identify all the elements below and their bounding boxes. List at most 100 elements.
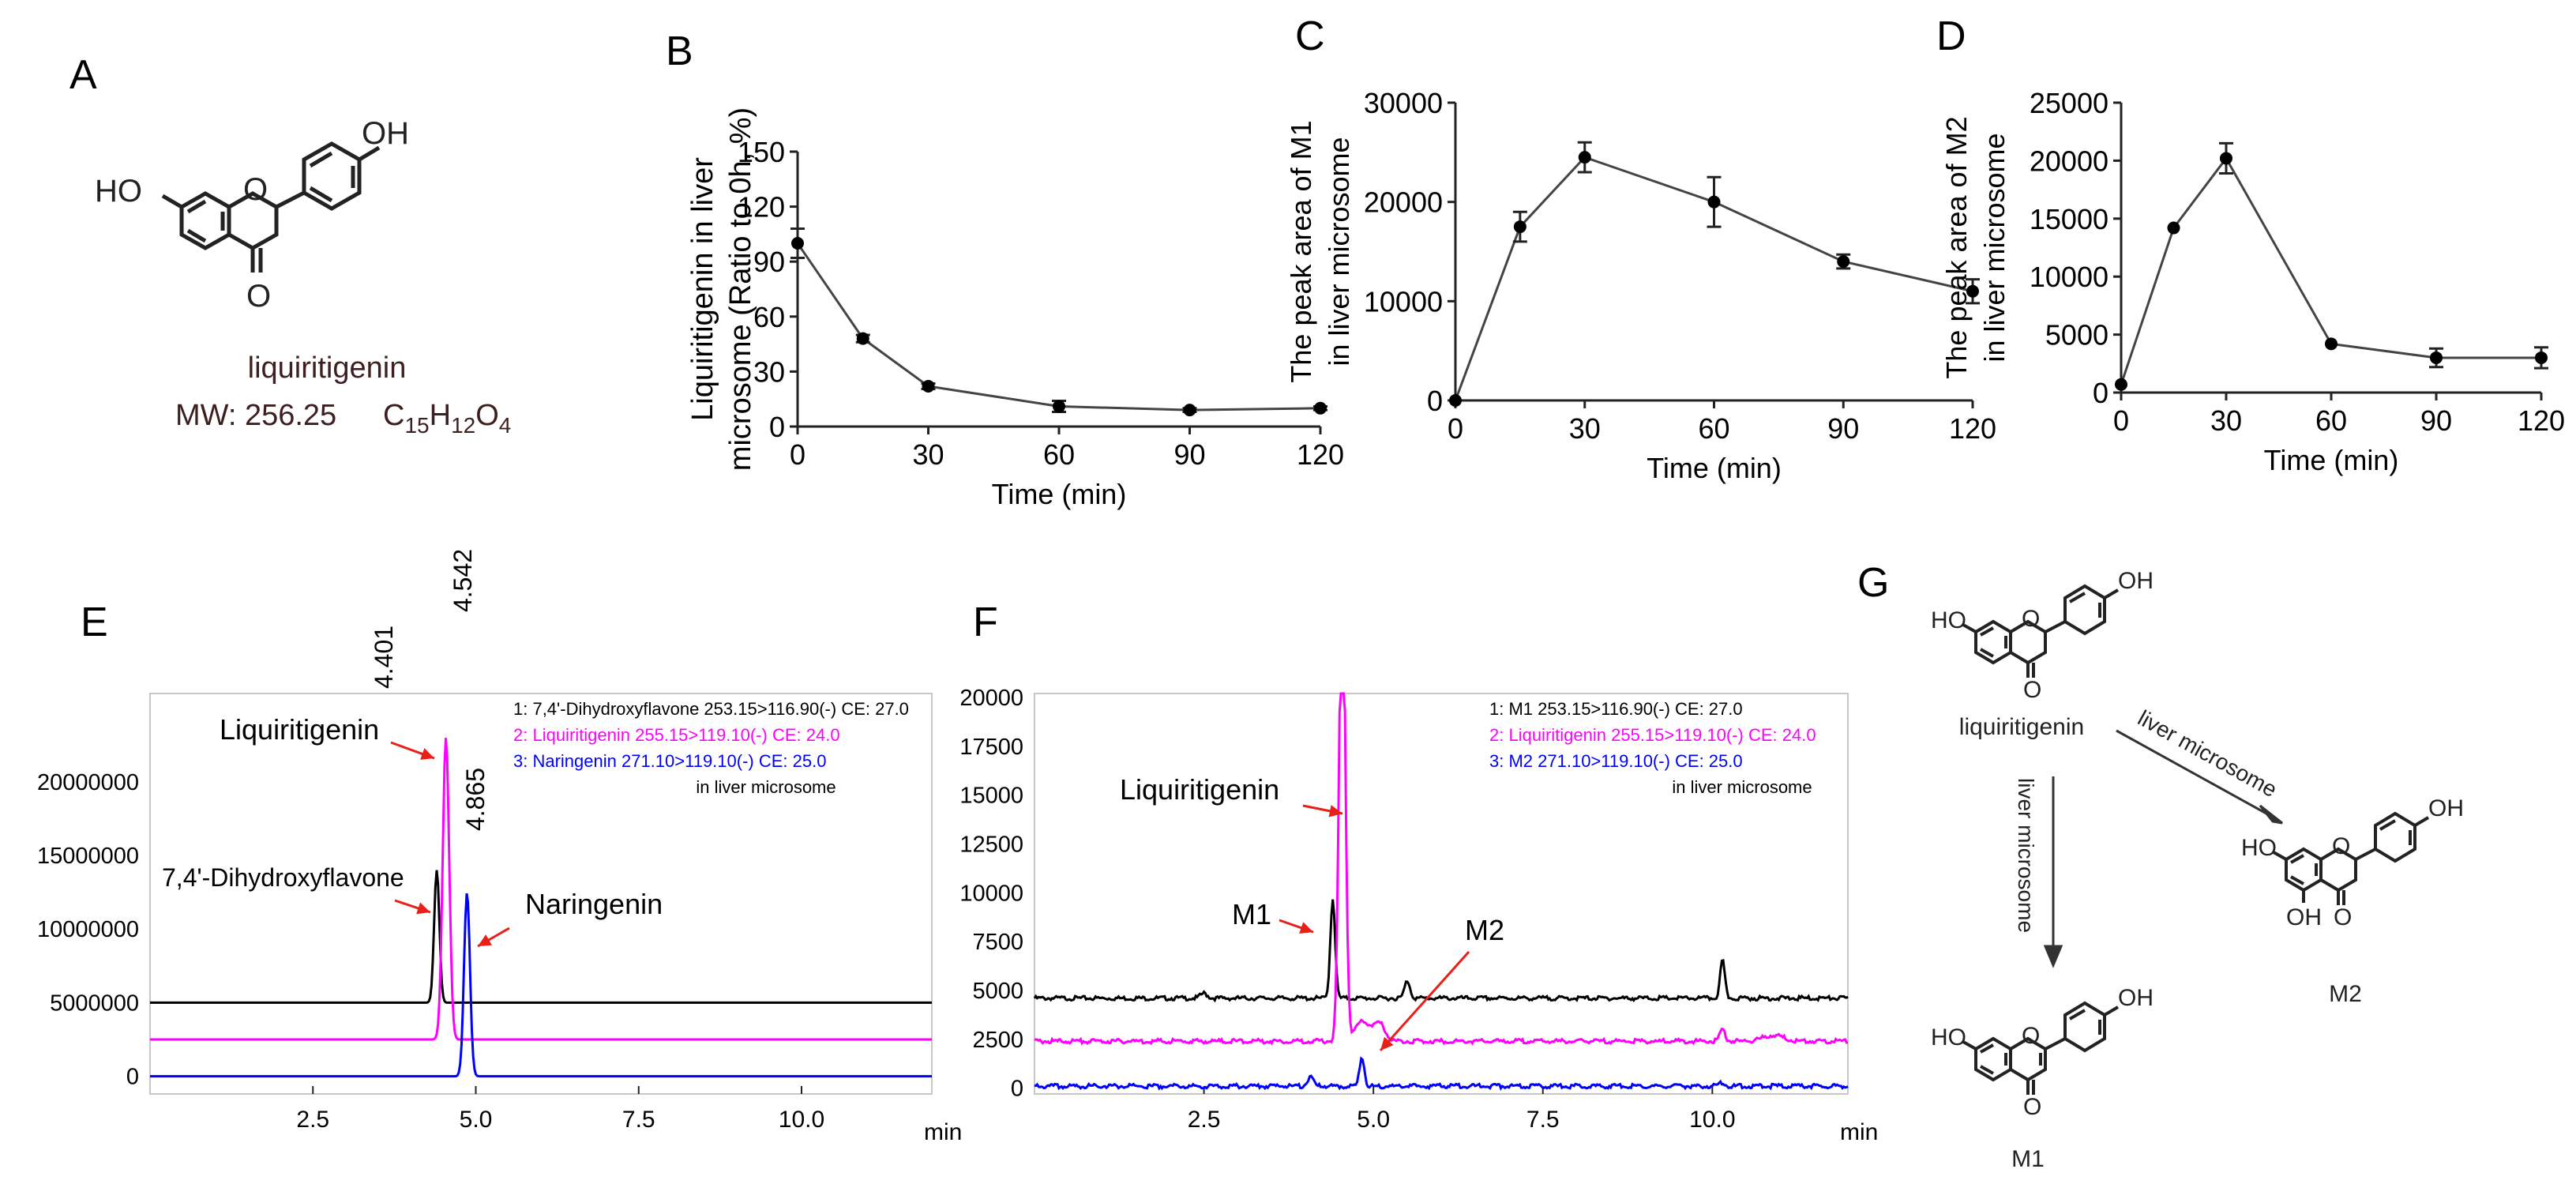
- g-compound-top: liquiritigenin: [1959, 714, 2084, 740]
- data-point: [1966, 284, 1979, 298]
- plot-frame: [149, 693, 933, 1095]
- g-m2-oh-top: OH: [2428, 795, 2464, 821]
- y-tick-label: 20000000: [37, 770, 139, 795]
- chart-d: 0 30 60 90 120 0 5000 10000 15000 20000 25000 Time …: [1940, 87, 2565, 476]
- x-tick-label: 0: [2113, 404, 2129, 437]
- g-m1-label: M1: [2011, 1146, 2045, 1172]
- data-point: [2220, 152, 2232, 165]
- x-tick-label: 120: [1949, 412, 1996, 445]
- y-tick-label: 0: [769, 411, 785, 443]
- g-m2-keto-o: O: [2334, 904, 2352, 930]
- x-tick-label: 2.5: [1188, 1107, 1221, 1133]
- y-tick-label: 0: [1011, 1077, 1023, 1102]
- annotation-m2: M2: [1465, 914, 1504, 946]
- x-tick-label: 2.5: [296, 1107, 329, 1133]
- y-tick-label: 5000: [2045, 319, 2108, 351]
- y-tick-label: 5000000: [50, 990, 139, 1016]
- y-tick-label: 0: [2093, 377, 2108, 409]
- panel-e: E 2.5 5.0 7.5 10.0 min 0 5000000 10000000 150000…: [37, 549, 962, 1145]
- y-tick-label: 0: [1427, 385, 1443, 417]
- g-top-keto-o: O: [2023, 677, 2041, 703]
- annotation-dihydroxyflavone: 7,4'-Dihydroxyflavone: [162, 863, 404, 892]
- y-tick-label: 15000: [959, 784, 1023, 809]
- data-point: [1449, 394, 1462, 407]
- x-tick-label: 30: [2210, 404, 2242, 437]
- g-top-ho: HO: [1931, 607, 1966, 633]
- x-tick-label: 90: [1827, 412, 1859, 445]
- arrow-dihydroxyflavone-head: [416, 902, 430, 915]
- y-tick-label: 20000: [959, 686, 1023, 711]
- g-m2-ring-o: O: [2332, 833, 2350, 859]
- x-tick-label: 60: [1698, 412, 1729, 445]
- panel-letter-e: E: [81, 600, 108, 645]
- data-point: [922, 379, 935, 393]
- arrow-liquiritigenin-head: [420, 748, 434, 760]
- g-m1-oh: OH: [2118, 985, 2154, 1011]
- arrow-liquiritigenin-f-head: [1328, 805, 1342, 818]
- data-point: [1578, 151, 1591, 164]
- x-tick-label: 0: [790, 438, 805, 471]
- panel-d: D 0 30 60 90 120 0 5000 10000 15000 20000 25000 Tim…: [1936, 13, 2565, 476]
- x-axis-label: Time (min): [992, 478, 1127, 510]
- g-arrow-label-vertical: liver microsome: [2014, 778, 2038, 933]
- chart-c: 0 30 60 90 120 0 10000 20000 30000 Time (min) The …: [1285, 87, 1996, 484]
- legend-entry: in liver microsome: [696, 777, 836, 797]
- y-tick-label: 12500: [959, 832, 1023, 857]
- data-point: [1513, 220, 1526, 234]
- x-tick-label: 120: [2518, 404, 2565, 437]
- y-tick-label: 30: [753, 355, 785, 388]
- chromatogram-trace-2: [1034, 692, 1849, 1046]
- panel-letter-a: A: [69, 52, 97, 98]
- chromatogram-trace-3: [150, 893, 932, 1078]
- data-point: [1707, 195, 1721, 209]
- struct-ring-o-label: O: [243, 172, 268, 207]
- arrow-m1-head: [1299, 922, 1313, 934]
- x-tick-label: 7.5: [622, 1107, 655, 1133]
- chromatogram-trace-2: [150, 738, 932, 1041]
- chart-f: 2.5 5.0 7.5 10.0 min 0 2500 5000 7500 10000 12500 1…: [959, 686, 1878, 1145]
- legend-entry: 1: 7,4'-Dihydroxyflavone 253.15>116.90(-…: [513, 699, 909, 719]
- g-m1-structure: [1962, 1001, 2120, 1095]
- panel-b: B 0 30 60 90 120 0 30 60 90 120 150 Time (min) Liqui…: [666, 28, 1344, 510]
- y-tick-label: 15000: [2030, 203, 2108, 235]
- molecular-weight: MW: 256.25: [175, 399, 336, 432]
- data-point: [1053, 400, 1065, 413]
- y-tick-label: 60: [753, 301, 785, 333]
- x-tick-label: 90: [2420, 404, 2452, 437]
- g-arrows: [2043, 729, 2283, 968]
- y-axis-label: in liver microsome: [1323, 137, 1355, 366]
- panel-letter-f: F: [973, 600, 998, 645]
- panel-letter-d: D: [1936, 13, 1966, 59]
- chart-e: 2.5 5.0 7.5 10.0 min 0 5000000 10000000 15000000…: [37, 549, 962, 1145]
- struct-keto-o-label: O: [246, 279, 271, 314]
- x-tick-label: 60: [1043, 438, 1075, 471]
- y-axis-label: Liquiritigenin in liver: [686, 157, 719, 421]
- molecular-formula: C15H12O4: [383, 399, 511, 438]
- chromatogram-trace-3: [1034, 1056, 1849, 1091]
- y-tick-label: 7500: [972, 930, 1023, 955]
- x-axis-label: Time (min): [2264, 444, 2399, 476]
- y-tick-label: 20000: [2030, 145, 2108, 177]
- legend-entry: 1: M1 253.15>116.90(-) CE: 27.0: [1489, 699, 1743, 719]
- g-liquiritigenin-structure: [1962, 584, 2120, 678]
- y-tick-label: 10000000: [37, 917, 139, 942]
- y-tick-label: 10000: [959, 881, 1023, 906]
- data-point: [1314, 401, 1327, 415]
- legend-entry: in liver microsome: [1672, 777, 1812, 797]
- panel-letter-g: G: [1857, 560, 1889, 606]
- y-tick-label: 150: [738, 136, 785, 168]
- g-m1-ring-o: O: [2022, 1023, 2040, 1049]
- y-tick-label: 20000: [1364, 186, 1443, 219]
- y-axis-label: in liver microsome: [1978, 133, 2011, 362]
- arrow-m2-shaft: [1379, 950, 1470, 1052]
- arrow-m2-head: [1380, 1036, 1394, 1051]
- chart-b: 0 30 60 90 120 0 30 60 90 120 150 Time (min) Liquiri…: [686, 107, 1344, 510]
- legend-entry: 3: M2 271.10>119.10(-) CE: 25.0: [1489, 751, 1743, 771]
- x-axis-label: Time (min): [1647, 452, 1782, 484]
- panel-f: F 2.5 5.0 7.5 10.0 min 0 2500 5000 7500 10000 1250…: [959, 600, 1878, 1145]
- legend-entry: 3: Naringenin 271.10>119.10(-) CE: 25.0: [513, 751, 826, 771]
- x-axis-label: min: [1840, 1119, 1878, 1145]
- x-tick-label: 10.0: [779, 1107, 824, 1133]
- data-point: [1837, 255, 1850, 269]
